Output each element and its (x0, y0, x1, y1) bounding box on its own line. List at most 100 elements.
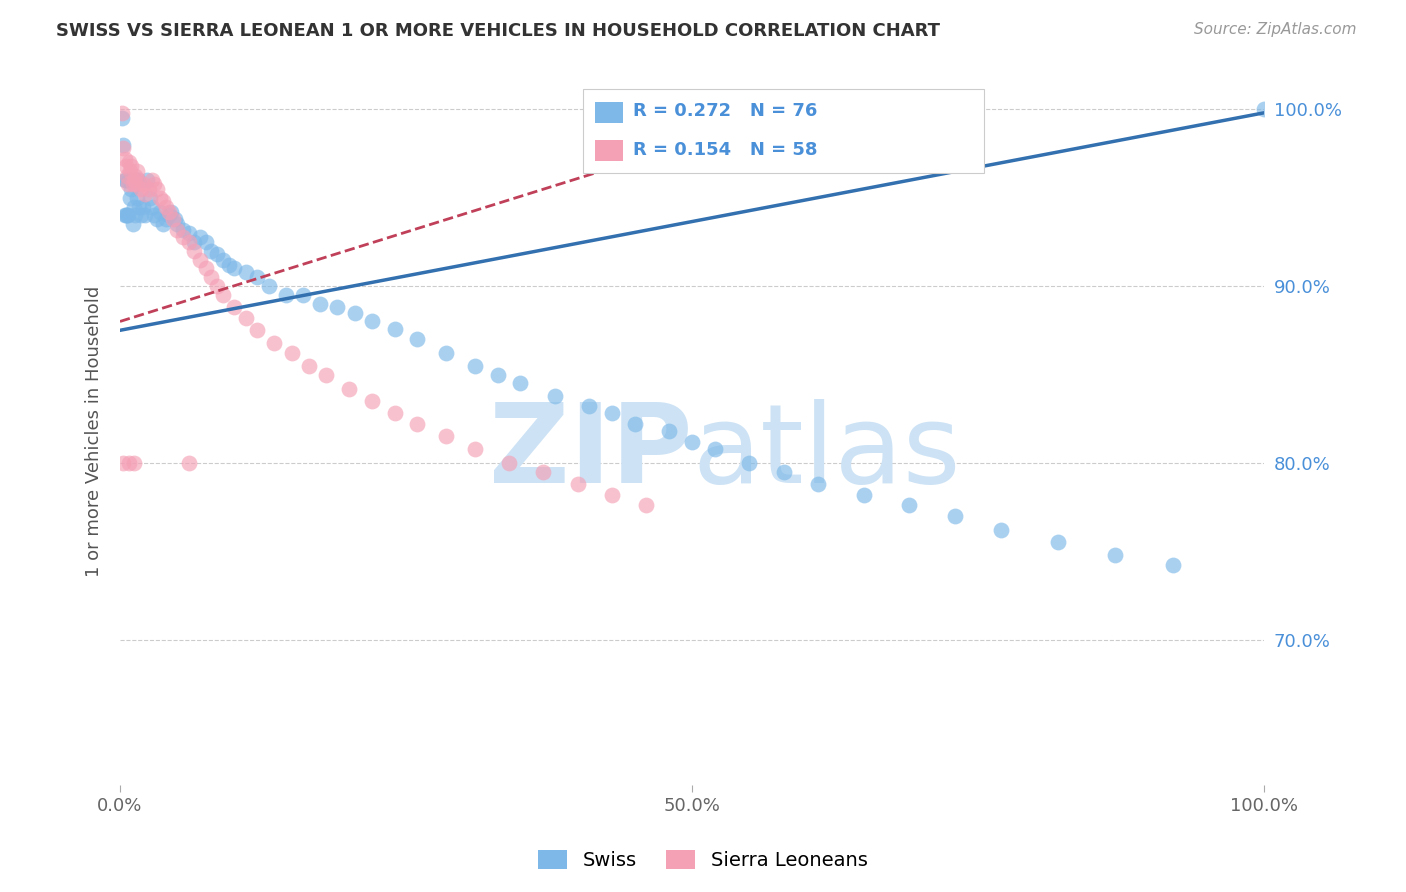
Point (235, 265, 257, 279)
Point (166, 222, 188, 236)
Point (172, 222, 194, 236)
Point (129, 208, 152, 222)
Point (115, 208, 138, 222)
Point (360, 394, 382, 409)
Point (118, 456, 141, 470)
Legend: Swiss, Sierra Leoneans: Swiss, Sierra Leoneans (530, 842, 876, 878)
Point (464, 442, 486, 456)
Point (1104, 548, 1126, 562)
Point (111, 105, 134, 120)
Point (143, 208, 166, 222)
Point (114, 173, 136, 187)
Point (600, 488, 623, 502)
Point (145, 211, 167, 226)
Point (112, 141, 135, 155)
Point (246, 323, 269, 337)
Point (1047, 535, 1070, 549)
Point (117, 208, 139, 222)
Point (315, 368, 337, 382)
Point (464, 359, 486, 373)
Point (183, 244, 205, 258)
Point (486, 368, 509, 382)
Point (127, 191, 149, 205)
Point (360, 314, 382, 328)
Point (567, 477, 589, 491)
Point (224, 261, 246, 276)
Point (1161, 558, 1184, 573)
Text: R = 0.272   N = 76: R = 0.272 N = 76 (633, 103, 817, 120)
Point (127, 164, 149, 178)
Point (122, 200, 145, 214)
FancyBboxPatch shape (583, 89, 984, 173)
Point (898, 499, 921, 513)
Point (163, 211, 186, 226)
Point (434, 346, 457, 360)
Point (114, 159, 136, 173)
Point (138, 191, 160, 205)
Point (188, 252, 211, 267)
Point (246, 270, 269, 285)
Point (124, 169, 146, 184)
Point (149, 204, 172, 219)
Point (111, 111, 134, 125)
Point (112, 456, 135, 470)
Point (337, 382, 360, 396)
Point (658, 424, 681, 438)
Point (162, 211, 184, 226)
Point (280, 346, 302, 360)
Point (117, 177, 139, 191)
Point (498, 456, 520, 470)
Point (132, 177, 155, 191)
Point (120, 191, 142, 205)
Point (141, 173, 163, 187)
Point (200, 244, 222, 258)
Text: SWISS VS SIERRA LEONEAN 1 OR MORE VEHICLES IN HOUSEHOLD CORRELATION CHART: SWISS VS SIERRA LEONEAN 1 OR MORE VEHICL… (56, 22, 941, 40)
Point (141, 200, 163, 214)
Point (114, 208, 136, 222)
Point (121, 217, 143, 231)
Point (600, 406, 623, 420)
Point (434, 429, 457, 443)
Point (257, 279, 280, 293)
Point (384, 406, 406, 420)
Point (157, 204, 180, 219)
Point (127, 173, 149, 187)
Point (343, 305, 366, 319)
Point (852, 488, 875, 502)
Point (127, 173, 149, 187)
Point (125, 173, 148, 187)
Point (115, 169, 138, 184)
Point (194, 235, 217, 249)
Point (200, 270, 222, 285)
Point (194, 261, 217, 276)
Point (152, 217, 174, 231)
Point (943, 508, 966, 523)
Point (143, 177, 166, 191)
Point (152, 194, 174, 209)
Point (177, 456, 200, 470)
Point (263, 335, 285, 350)
Point (224, 301, 246, 315)
Point (122, 456, 145, 470)
Point (120, 164, 142, 178)
Point (114, 208, 136, 222)
Point (177, 226, 200, 240)
Point (406, 417, 429, 431)
Point (121, 177, 143, 191)
Text: atlas: atlas (692, 399, 960, 506)
FancyBboxPatch shape (595, 103, 623, 123)
FancyBboxPatch shape (595, 140, 623, 161)
Point (118, 155, 141, 169)
Point (205, 279, 228, 293)
Point (136, 173, 159, 187)
Point (212, 252, 235, 267)
Point (177, 235, 200, 249)
Point (326, 301, 349, 315)
Point (183, 235, 205, 249)
Point (134, 208, 156, 222)
Point (157, 208, 180, 222)
Point (406, 332, 429, 346)
Point (384, 321, 406, 335)
Point (274, 288, 297, 302)
Point (125, 177, 148, 191)
